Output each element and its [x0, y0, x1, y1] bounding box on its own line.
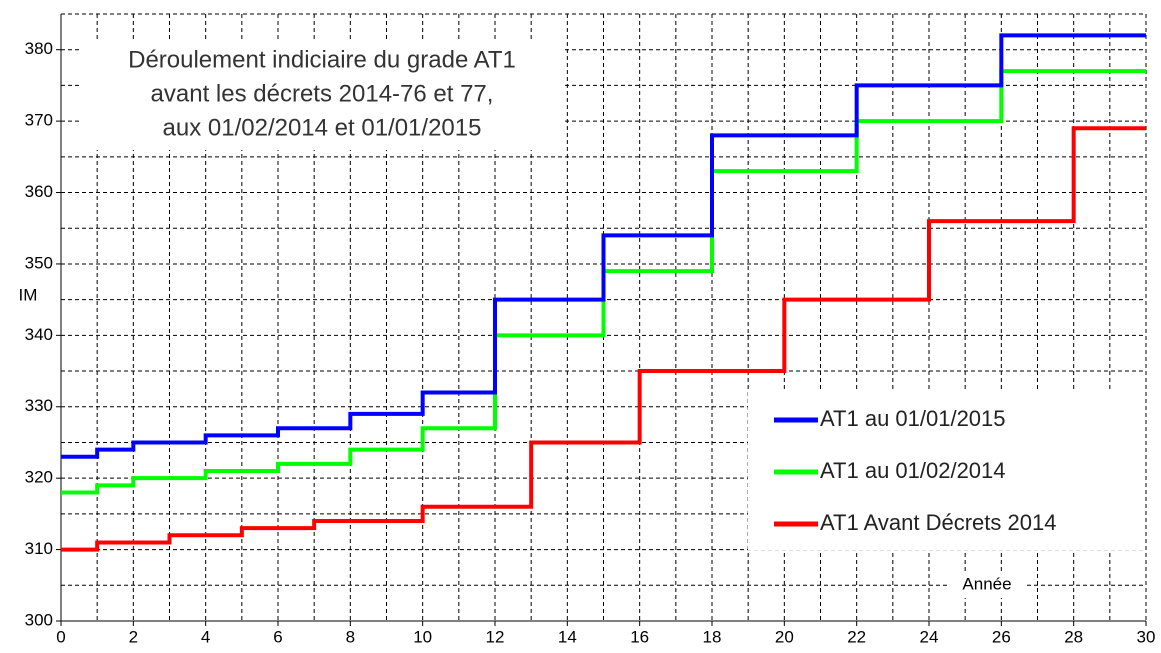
- legend-label: AT1 au 01/02/2014: [820, 458, 1006, 483]
- x-tick-label: 30: [1137, 627, 1156, 646]
- x-axis-label: Année: [962, 574, 1011, 593]
- y-tick-label: 320: [25, 468, 53, 487]
- legend-label: AT1 Avant Décrets 2014: [820, 510, 1056, 535]
- y-tick-label: 300: [25, 610, 53, 629]
- x-tick-label: 12: [486, 627, 505, 646]
- x-tick-label: 2: [129, 627, 138, 646]
- x-tick-label: 22: [847, 627, 866, 646]
- y-tick-label: 360: [25, 182, 53, 201]
- chart-title: Déroulement indiciaire du grade AT1: [128, 46, 516, 73]
- x-tick-label: 24: [920, 627, 939, 646]
- x-tick-label: 10: [413, 627, 432, 646]
- step-line: [61, 33, 1146, 459]
- y-tick-label: 310: [25, 539, 53, 558]
- step-line: [61, 126, 1146, 552]
- x-tick-label: 16: [630, 627, 649, 646]
- x-tick-label: 4: [201, 627, 210, 646]
- x-label-box: [950, 572, 1024, 598]
- y-tick-label: 350: [25, 253, 53, 272]
- x-tick-label: 20: [775, 627, 794, 646]
- x-tick-label: 18: [703, 627, 722, 646]
- x-tick-label: 26: [992, 627, 1011, 646]
- chart-title: aux 01/02/2014 et 01/01/2015: [163, 114, 482, 141]
- x-tick-label: 28: [1064, 627, 1083, 646]
- title-box: [82, 40, 562, 150]
- y-tick-label: 330: [25, 396, 53, 415]
- x-tick-label: 0: [56, 627, 65, 646]
- y-tick-label: 340: [25, 325, 53, 344]
- legend-label: AT1 au 01/01/2015: [820, 406, 1006, 431]
- y-axis-label: IM: [19, 285, 38, 304]
- x-tick-label: 6: [273, 627, 282, 646]
- x-tick-label: 14: [558, 627, 577, 646]
- chart-title: avant les décrets 2014-76 et 77,: [151, 80, 494, 107]
- y-tick-label: 370: [25, 111, 53, 130]
- y-tick-label: 380: [25, 39, 53, 58]
- x-tick-label: 8: [346, 627, 355, 646]
- step-line: [61, 69, 1146, 495]
